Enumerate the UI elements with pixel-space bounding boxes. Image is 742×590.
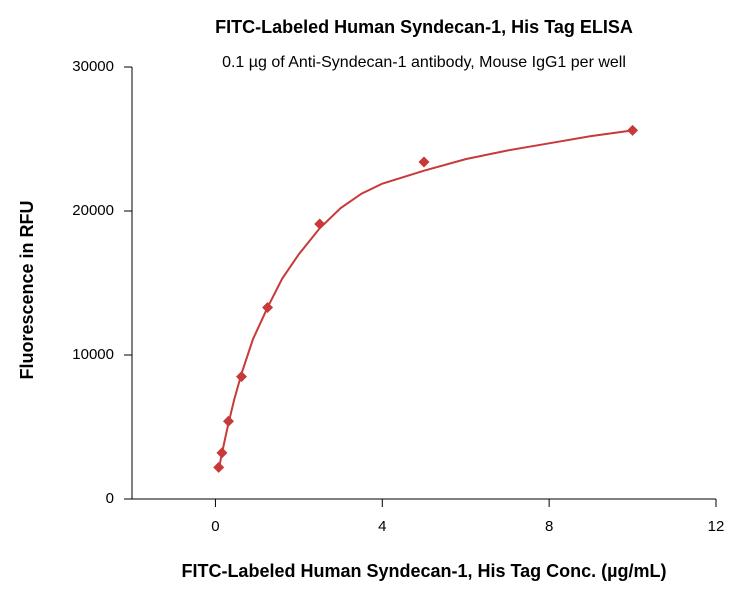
x-tick-label: 8 xyxy=(545,518,553,535)
y-tick-label: 10000 xyxy=(72,346,114,363)
data-point xyxy=(418,156,430,168)
y-axis-label: Fluorescence in RFU xyxy=(17,200,37,379)
data-point xyxy=(627,124,639,136)
data-point xyxy=(216,447,228,459)
chart-subtitle: 0.1 µg of Anti-Syndecan-1 antibody, Mous… xyxy=(222,54,626,71)
x-axis-label: FITC-Labeled Human Syndecan-1, His Tag C… xyxy=(181,561,666,581)
x-tick-label: 0 xyxy=(211,518,219,535)
data-point xyxy=(222,415,234,427)
y-tick-label: 0 xyxy=(106,490,114,507)
x-tick-label: 4 xyxy=(378,518,386,535)
y-tick-label: 20000 xyxy=(72,202,114,219)
data-point xyxy=(262,301,274,313)
y-tick-label: 30000 xyxy=(72,58,114,75)
data-point xyxy=(213,461,225,473)
data-point xyxy=(314,218,326,230)
data-point xyxy=(236,371,247,383)
fit-curve xyxy=(217,129,633,471)
x-tick-label: 12 xyxy=(708,518,725,535)
chart-title: FITC-Labeled Human Syndecan-1, His Tag E… xyxy=(215,17,633,37)
